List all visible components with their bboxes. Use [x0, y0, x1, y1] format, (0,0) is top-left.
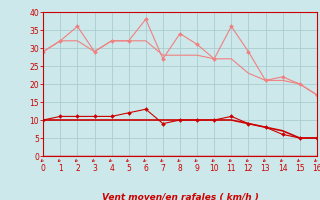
X-axis label: Vent moyen/en rafales ( km/h ): Vent moyen/en rafales ( km/h )	[101, 193, 259, 200]
